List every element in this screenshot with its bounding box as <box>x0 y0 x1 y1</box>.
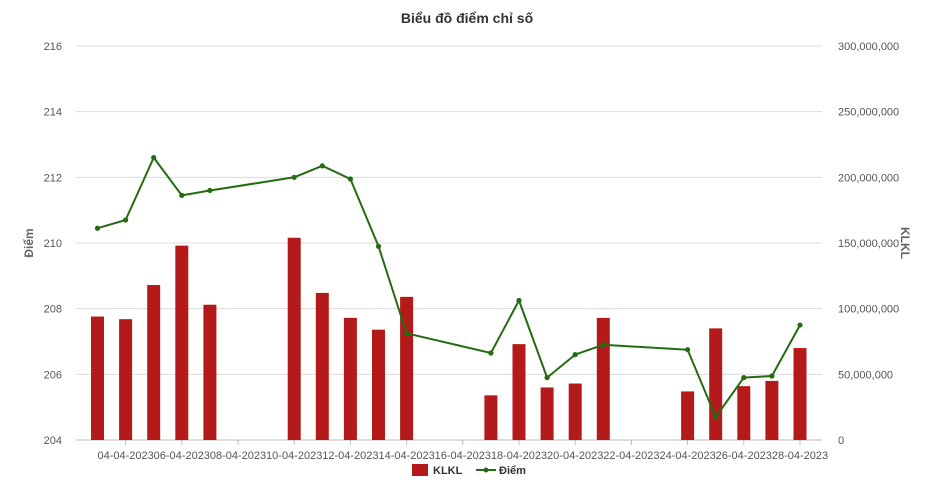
line-series <box>94 155 803 420</box>
line-point <box>685 347 691 353</box>
bar <box>203 304 217 440</box>
x-tick-label: 18-04-2023 <box>491 450 547 462</box>
x-tick-label: 04-04-2023 <box>97 450 153 462</box>
legend-bar-label: KLKL <box>433 465 463 477</box>
line-point <box>151 155 157 161</box>
x-tick-label: 24-04-2023 <box>659 450 715 462</box>
line-point <box>741 375 747 381</box>
grid-layer <box>76 45 822 441</box>
bar <box>568 383 582 440</box>
line-point <box>544 375 550 381</box>
bar <box>540 387 554 440</box>
x-tick-label: 28-04-2023 <box>772 450 828 462</box>
line-point <box>347 176 353 182</box>
chart-title: Biểu đồ điểm chỉ số <box>401 10 534 26</box>
left-tick-label: 206 <box>44 369 62 381</box>
bar <box>709 328 723 440</box>
line-point <box>291 174 297 180</box>
right-axis-title: KLKL <box>898 227 912 259</box>
left-axis-ticks: 204 206 208 210 212 214 216 <box>44 41 62 447</box>
x-tick-label: 16-04-2023 <box>435 450 491 462</box>
left-tick-label: 204 <box>44 435 62 447</box>
line-point <box>319 163 325 169</box>
left-tick-label: 212 <box>44 172 62 184</box>
right-tick-label: 200,000,000 <box>838 172 899 184</box>
line-point <box>404 330 410 336</box>
x-tick-label: 26-04-2023 <box>716 450 772 462</box>
legend-line-label: Điểm <box>499 465 526 477</box>
bar-series <box>91 237 807 440</box>
bar <box>372 329 385 440</box>
bar <box>793 348 807 440</box>
bar <box>91 316 104 440</box>
line-point <box>600 342 606 348</box>
left-tick-label: 214 <box>44 107 62 119</box>
legend: KLKL Điểm <box>412 464 526 477</box>
x-tick-label: 12-04-2023 <box>322 450 378 462</box>
right-tick-label: 50,000,000 <box>838 369 893 381</box>
right-tick-label: 150,000,000 <box>838 238 899 250</box>
bar <box>765 380 779 440</box>
right-tick-label: 100,000,000 <box>838 304 899 316</box>
x-axis-ticks: 04-04-2023 06-04-2023 08-04-2023 10-04-2023… <box>97 440 828 462</box>
legend-line-marker <box>483 467 489 473</box>
bar <box>119 319 133 440</box>
line-point <box>769 373 775 379</box>
x-tick-label: 14-04-2023 <box>378 450 434 462</box>
line-point <box>488 350 494 356</box>
bar <box>596 317 610 440</box>
right-tick-label: 300,000,000 <box>838 41 899 53</box>
line-point <box>94 225 101 231</box>
line-point <box>375 243 382 249</box>
bar <box>287 237 301 440</box>
bar <box>400 296 414 440</box>
line-point <box>207 187 213 194</box>
right-tick-label: 0 <box>838 435 844 447</box>
right-tick-label: 250,000,000 <box>838 107 899 119</box>
left-tick-label: 216 <box>44 41 62 53</box>
x-tick-label: 10-04-2023 <box>266 450 322 462</box>
line-point <box>179 192 185 198</box>
line-point <box>123 217 129 223</box>
bar <box>175 245 189 440</box>
bar <box>681 391 695 440</box>
line-point <box>572 352 578 358</box>
bar <box>737 386 751 440</box>
bar <box>343 317 357 440</box>
x-tick-label: 08-04-2023 <box>210 450 266 462</box>
left-tick-label: 210 <box>44 238 62 250</box>
x-tick-label: 22-04-2023 <box>603 450 659 462</box>
line-path <box>97 156 801 418</box>
bar <box>315 292 329 440</box>
bar <box>484 395 498 440</box>
line-point <box>713 414 719 420</box>
bar <box>512 344 526 440</box>
line-point <box>516 297 522 304</box>
x-tick-label: 06-04-2023 <box>154 450 210 462</box>
left-tick-label: 208 <box>44 304 62 316</box>
bar <box>147 285 161 440</box>
line-point <box>797 322 803 328</box>
right-axis-ticks: 0 50,000,000 100,000,000 150,000,000 200,000… <box>838 41 899 447</box>
legend-bar-swatch <box>412 464 428 476</box>
x-tick-label: 20-04-2023 <box>547 450 603 462</box>
left-axis-title: Điểm <box>22 228 36 257</box>
